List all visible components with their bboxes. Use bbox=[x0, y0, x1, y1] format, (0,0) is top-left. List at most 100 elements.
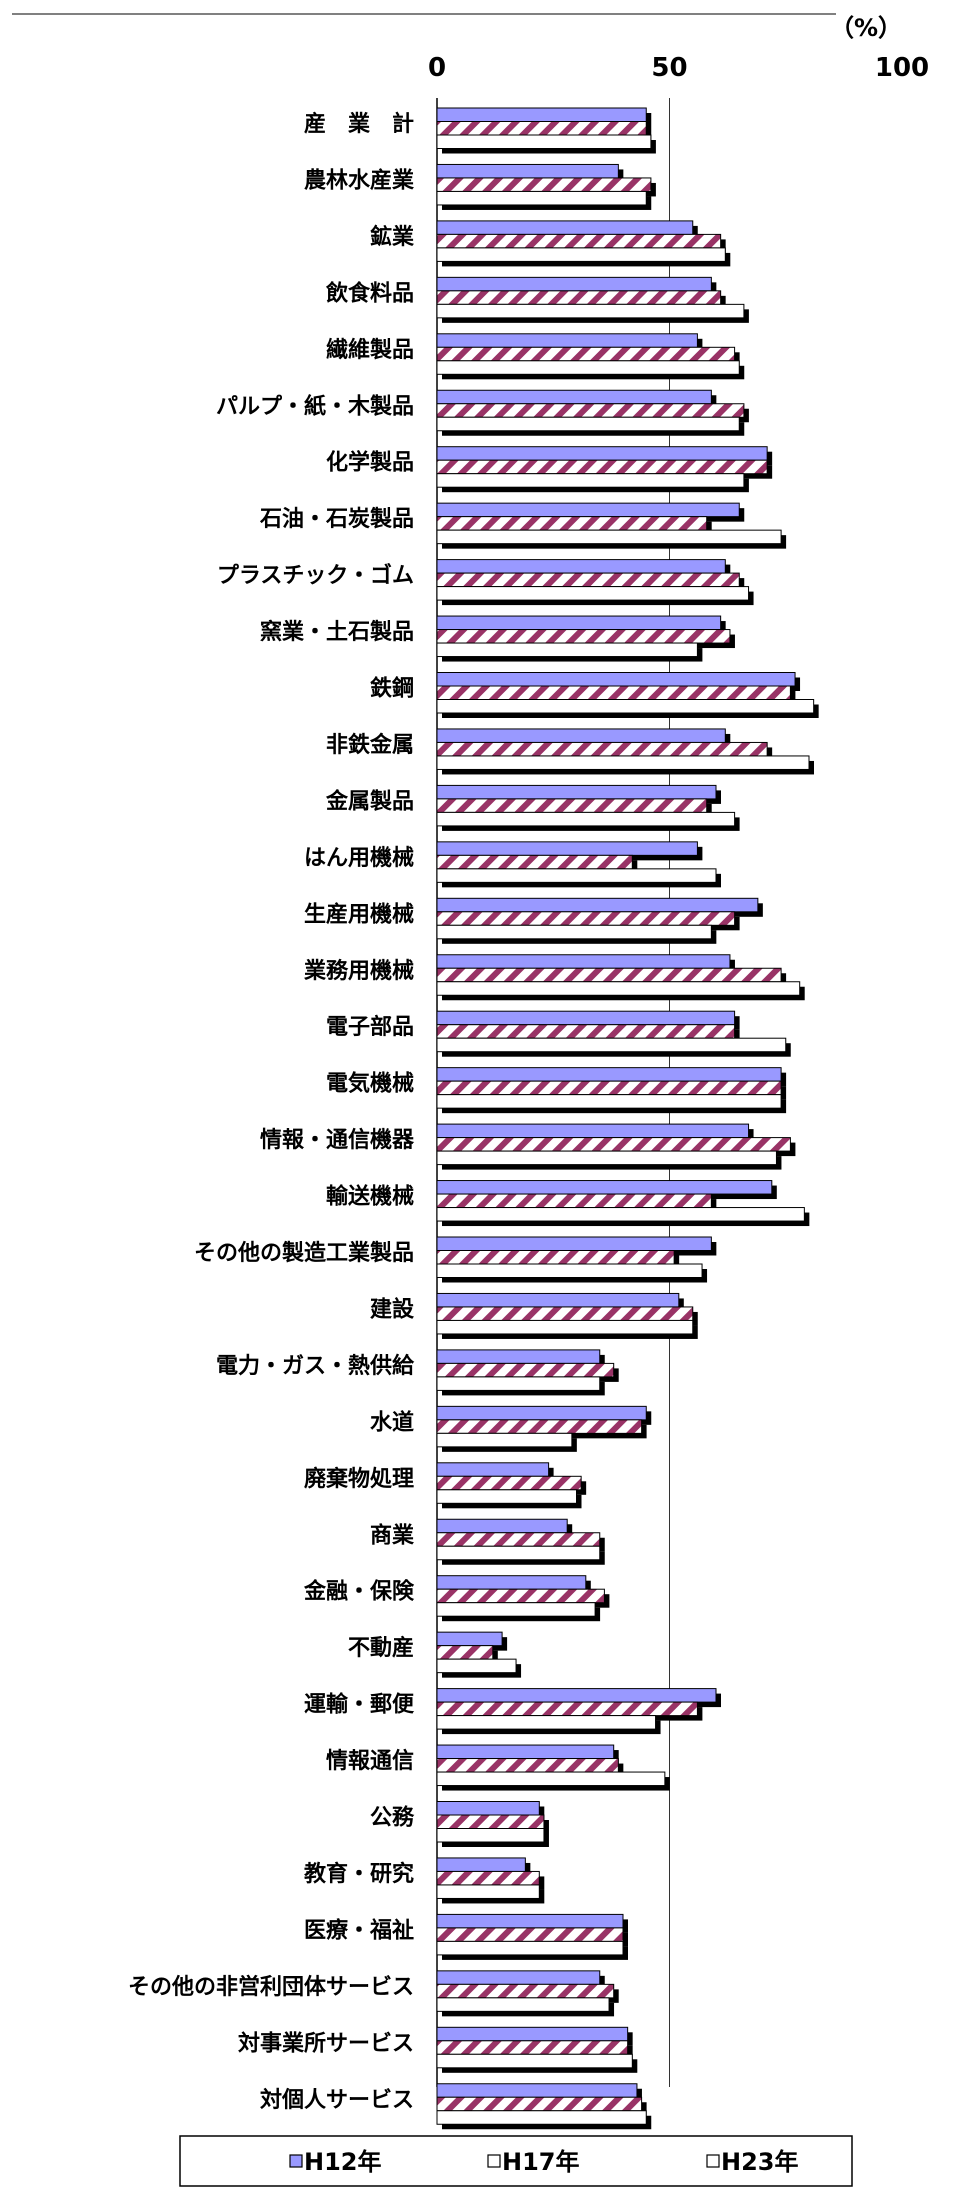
category-label: 化学製品 bbox=[326, 450, 414, 476]
bar-1 bbox=[436, 897, 759, 913]
legend-label: H12年 bbox=[304, 2148, 381, 2176]
bar-1 bbox=[436, 1180, 773, 1195]
bar-2 bbox=[436, 741, 768, 757]
legend-label: H23年 bbox=[721, 2148, 798, 2176]
bar-1 bbox=[436, 1349, 601, 1364]
bar-2 bbox=[436, 1362, 615, 1378]
bar-2 bbox=[436, 911, 736, 926]
category-label: 金融・保険 bbox=[303, 1579, 415, 1605]
category-label: はん用機械 bbox=[304, 846, 414, 871]
category-label: 産 業 計 bbox=[304, 111, 414, 137]
category-label: 金属製品 bbox=[325, 788, 414, 814]
bar-1 bbox=[436, 1857, 526, 1872]
category-label: 鉱業 bbox=[370, 224, 415, 250]
bar-2 bbox=[436, 1532, 601, 1547]
bar-3 bbox=[436, 303, 745, 319]
bar-2 bbox=[436, 685, 791, 700]
category-label: 対個人サービス bbox=[260, 2088, 414, 2113]
category-label: 輸送機械 bbox=[326, 1184, 414, 1210]
bar-3 bbox=[436, 1376, 601, 1391]
category-label: 繊維製品 bbox=[326, 337, 414, 363]
legend-swatch bbox=[289, 2154, 303, 2168]
bar-3 bbox=[436, 981, 801, 996]
bar-1 bbox=[436, 1575, 587, 1590]
bar-2 bbox=[436, 1927, 624, 1942]
bar-1 bbox=[436, 1688, 717, 1703]
bar-3 bbox=[436, 1094, 782, 1109]
category-label: 農林水産業 bbox=[304, 167, 415, 193]
bar-1 bbox=[436, 446, 768, 461]
category-label: 医療・福祉 bbox=[304, 1917, 414, 1943]
category-label: 対事業所サービス bbox=[238, 2030, 414, 2056]
bar-3 bbox=[436, 1715, 657, 1730]
bar-1 bbox=[436, 841, 698, 856]
category-label: 公務 bbox=[370, 1805, 415, 1831]
legend-swatch bbox=[706, 2154, 720, 2168]
bar-2 bbox=[436, 1645, 494, 1660]
bar-2 bbox=[436, 121, 647, 136]
bar-2 bbox=[436, 403, 745, 418]
bar-1 bbox=[436, 1462, 550, 1477]
bar-3 bbox=[436, 811, 736, 827]
bar-3 bbox=[436, 1432, 573, 1448]
bar-2 bbox=[436, 1193, 712, 1209]
bar-1 bbox=[436, 954, 731, 969]
bar-3 bbox=[436, 1207, 805, 1222]
x-tick-label: 100 bbox=[875, 53, 929, 83]
bar-3 bbox=[436, 868, 717, 883]
bar-2 bbox=[436, 290, 722, 305]
bar-3 bbox=[436, 2053, 633, 2069]
bar-1 bbox=[436, 2026, 629, 2042]
bar-1 bbox=[436, 672, 796, 687]
bar-1 bbox=[436, 333, 698, 348]
bar-2 bbox=[436, 346, 736, 362]
bar-3 bbox=[436, 1884, 540, 1899]
bar-3 bbox=[436, 1771, 666, 1787]
bar-3 bbox=[436, 924, 712, 940]
category-label: 水道 bbox=[370, 1409, 414, 1435]
bar-2 bbox=[436, 1475, 582, 1491]
category-label: 商業 bbox=[370, 1522, 415, 1548]
bar-3 bbox=[436, 699, 815, 714]
bar-3 bbox=[436, 642, 698, 658]
bar-2 bbox=[436, 629, 731, 644]
bar-1 bbox=[436, 1292, 680, 1308]
bar-1 bbox=[436, 2083, 638, 2098]
bar-2 bbox=[436, 177, 652, 192]
bar-1 bbox=[436, 163, 619, 179]
bar-3 bbox=[436, 1997, 610, 2012]
category-label: その他の非営利団体サービス bbox=[128, 1974, 414, 2000]
category-label: 生産用機械 bbox=[304, 901, 414, 927]
bar-1 bbox=[436, 615, 722, 631]
category-label: プラスチック・ゴム bbox=[217, 563, 414, 589]
legend-label: H17年 bbox=[502, 2148, 579, 2176]
category-label: 電力・ガス・熱供給 bbox=[216, 1353, 415, 1379]
bar-2 bbox=[436, 1137, 791, 1152]
bar-2 bbox=[436, 854, 633, 870]
legend-swatch bbox=[487, 2154, 501, 2168]
bar-3 bbox=[436, 134, 652, 149]
bar-2 bbox=[436, 233, 722, 249]
bar-2 bbox=[436, 1758, 619, 1773]
bar-1 bbox=[436, 728, 726, 743]
bar-2 bbox=[436, 1080, 782, 1096]
bar-3 bbox=[436, 473, 745, 488]
category-label: 業務用機械 bbox=[304, 958, 414, 984]
bar-1 bbox=[436, 107, 647, 122]
bar-3 bbox=[436, 1263, 703, 1278]
category-label: 教育・研究 bbox=[304, 1861, 414, 1887]
bar-3 bbox=[436, 360, 740, 375]
category-label: 非鉄金属 bbox=[326, 732, 414, 758]
bar-1 bbox=[436, 1067, 782, 1082]
category-label: 建設 bbox=[370, 1296, 415, 1322]
bar-2 bbox=[436, 516, 708, 531]
unit-label: （%） bbox=[830, 14, 902, 42]
bar-1 bbox=[436, 784, 717, 800]
bar-3 bbox=[436, 529, 782, 545]
bar-3 bbox=[436, 416, 740, 432]
bar-1 bbox=[436, 502, 740, 518]
bar-1 bbox=[436, 220, 694, 235]
category-label: 運輸・郵便 bbox=[304, 1692, 415, 1718]
bar-3 bbox=[436, 1545, 601, 1561]
